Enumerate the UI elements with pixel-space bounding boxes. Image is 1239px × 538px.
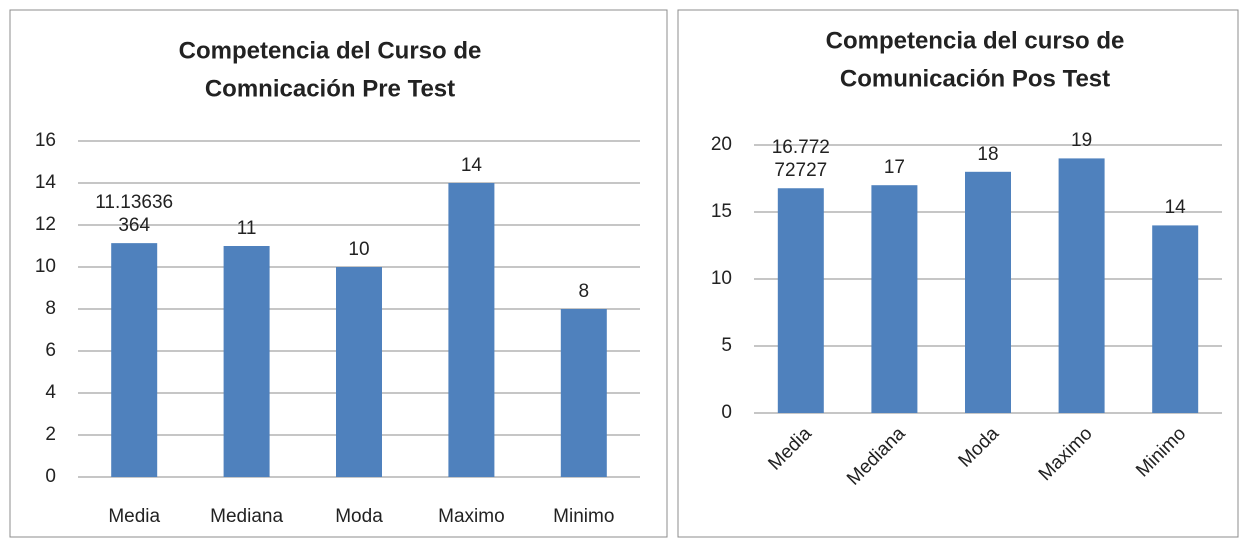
y-tick-label: 8 (45, 298, 56, 319)
x-tick-label: Minimo (553, 506, 614, 527)
bar (965, 171, 1011, 413)
x-tick-label: Moda (955, 423, 1004, 472)
y-tick-label: 20 (711, 134, 732, 155)
bar (560, 309, 607, 477)
value-label: 14 (1164, 197, 1186, 219)
chart-title: Competencia del Curso de (179, 37, 482, 64)
y-tick-label: 0 (45, 466, 56, 487)
x-tick-label: Media (764, 423, 816, 475)
chart-frame (9, 9, 668, 538)
y-tick-label: 0 (721, 402, 732, 423)
value-label: 11 (236, 218, 257, 239)
chart-title: Competencia del curso de (826, 27, 1125, 54)
x-tick-label: Minimo (1132, 423, 1190, 481)
y-tick-label: 4 (45, 382, 56, 403)
y-tick-label: 10 (35, 256, 56, 277)
value-label: 11.13636364 (95, 192, 174, 237)
y-tick-label: 5 (721, 335, 732, 356)
x-tick-label: Media (108, 506, 160, 527)
x-tick-label: Moda (335, 506, 383, 527)
y-tick-label: 15 (711, 201, 732, 222)
bar (777, 188, 824, 413)
y-tick-label: 6 (45, 340, 56, 361)
value-label: 19 (1071, 130, 1093, 152)
value-label: 17 (883, 157, 905, 179)
y-tick-label: 16 (35, 130, 56, 151)
value-label: 18 (977, 143, 999, 165)
value-label: 14 (460, 155, 482, 176)
chart-title: Comnicación Pre Test (205, 75, 455, 102)
bar (111, 243, 158, 477)
bar (448, 183, 495, 477)
bar (336, 267, 382, 477)
bar (1058, 158, 1105, 413)
x-tick-label: Maximo (438, 506, 505, 527)
x-tick-label: Maximo (1035, 423, 1097, 485)
y-tick-label: 12 (35, 214, 56, 235)
bar (223, 246, 270, 477)
value-label: 10 (348, 239, 370, 260)
y-tick-label: 10 (711, 268, 732, 289)
chart-title: Comunicación Pos Test (840, 65, 1110, 92)
x-tick-label: Mediana (210, 506, 283, 527)
bar (1152, 225, 1199, 413)
bar (871, 185, 918, 413)
value-label: 8 (578, 281, 590, 302)
y-tick-label: 14 (35, 172, 57, 193)
y-tick-label: 2 (45, 424, 56, 445)
chart-frame (677, 9, 1239, 538)
x-tick-label: Mediana (843, 423, 910, 490)
value-label: 16.77272727 (771, 137, 830, 182)
